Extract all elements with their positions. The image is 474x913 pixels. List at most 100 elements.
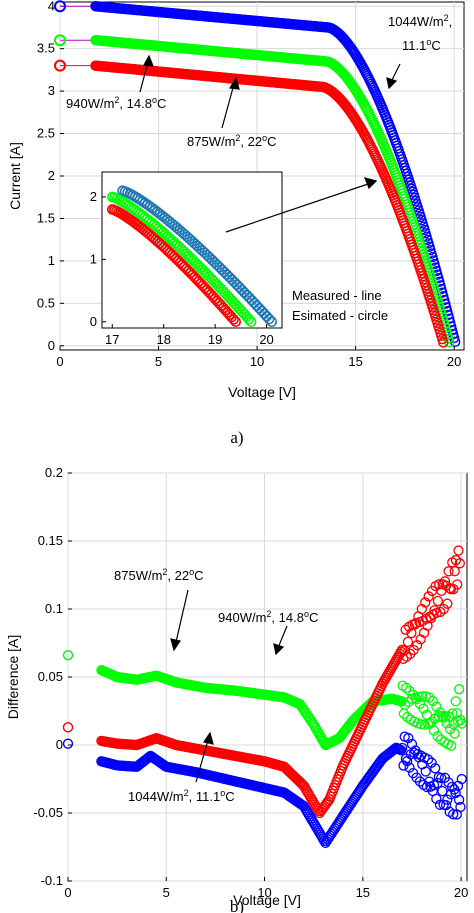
a-series-2-start-point <box>54 59 66 72</box>
inset-xtick-label: 20 <box>259 332 273 347</box>
arrow-875 <box>221 83 235 129</box>
b-series-1-point <box>452 579 463 590</box>
b-series-1-point <box>453 545 464 556</box>
annotation-940-unit: C <box>157 96 166 111</box>
b-series-0-point <box>432 731 443 742</box>
b-series-2-point <box>395 745 407 756</box>
chart-a: 0 5 10 15 20 0 0.5 1 1.5 2 2.5 3 3.5 4 17 18 19 20 0 1 2 Cu… <box>7 0 465 447</box>
b-series-0-point <box>456 718 467 729</box>
b-series-0-point <box>453 684 465 695</box>
chart-a-data <box>54 0 461 348</box>
chart-a-xlabel: Voltage [V] <box>228 384 296 400</box>
b-series-2-point <box>141 753 153 764</box>
b-series-0-point <box>428 725 440 736</box>
b-series-1-point <box>318 802 329 814</box>
inset-chart: 17 18 19 20 0 1 2 <box>90 171 283 347</box>
b-xtick-label: 10 <box>257 885 271 900</box>
b-series-0-point <box>438 712 449 723</box>
b-series-2-point <box>442 794 453 805</box>
annotation-b-940-sup: 2 <box>266 609 271 619</box>
b-series-0-point <box>447 708 458 719</box>
b-series-0-point <box>449 728 460 739</box>
annotation-1044-main: 1044W/m <box>388 14 444 29</box>
inset-data <box>106 185 278 328</box>
annotation-940-deg: o <box>152 95 157 105</box>
arrow-940-head <box>143 54 154 67</box>
annotation-940-mid: , 14.8 <box>119 96 152 111</box>
a-series-2-point <box>438 337 449 348</box>
b-series-1-point <box>416 603 427 615</box>
b-series-2-point <box>453 794 465 805</box>
annotation-b-875-main: 875W/m <box>114 568 162 583</box>
b-series-1-point <box>412 640 423 651</box>
b-series-1-point <box>402 636 414 647</box>
annotation-b-1044-sup: 2 <box>184 788 189 798</box>
b-series-0-point <box>401 682 412 694</box>
b-series-1-point <box>432 595 444 607</box>
b-series-0-point <box>436 710 448 722</box>
inset-xtick-label: 19 <box>208 332 222 347</box>
b-ytick-label: 0.05 <box>38 669 63 684</box>
annotation-1044-temp: 11.1 <box>402 38 426 53</box>
a-series-1-point <box>444 336 455 348</box>
b-ytick-label: 0.2 <box>45 465 63 480</box>
b-series-1-point <box>439 576 451 587</box>
chart-b-ylabel: Difference [A] <box>5 635 21 720</box>
b-series-0-point <box>441 718 452 729</box>
b-series-2-outlier <box>62 738 74 749</box>
arrow-b-940-head <box>273 643 285 656</box>
a-ytick-label: 1.5 <box>37 210 55 225</box>
b-series-2-point <box>426 757 437 768</box>
a-series-1-start-point <box>54 34 66 47</box>
arrow-inset-head <box>363 177 378 190</box>
annotation-940: 940W/m2, 14.8oC <box>66 95 166 111</box>
b-series-1-point <box>420 597 431 608</box>
b-series-1-point <box>319 801 330 812</box>
inset-plot-area <box>101 171 283 329</box>
a-xtick-label: 5 <box>155 354 162 369</box>
b-series-2-point <box>422 754 434 765</box>
annotation-b-1044-deg: o <box>220 788 225 798</box>
a-series-0-start-point <box>54 0 66 13</box>
a-ytick-label: 0.5 <box>37 295 55 310</box>
annotation-875-unit: C <box>267 134 276 149</box>
annotation-b-875-mid: , 22 <box>167 568 189 583</box>
chart-b: 0 5 10 15 20 -0.1 -0.05 0 0.05 0.1 0.15 0.2 Differe… <box>5 465 468 913</box>
arrow-b-1044-head <box>203 731 214 745</box>
b-series-0-outlier <box>62 650 74 661</box>
annotation-1044-comma: , <box>449 14 453 29</box>
b-series-0-point <box>424 692 435 703</box>
annotation-b-1044-main: 1044W/m <box>128 789 184 804</box>
chart-b-ticks: 0 5 10 15 20 -0.1 -0.05 0 0.05 0.1 0.15 0.2 <box>33 465 468 900</box>
annotation-b-1044-unit: C <box>225 789 234 804</box>
a-ytick-label: 2 <box>48 168 55 183</box>
arrow-1044 <box>390 63 401 83</box>
annotation-875-deg: o <box>262 133 267 143</box>
annotation-940-main: 940W/m <box>66 96 114 111</box>
annotation-1044-sup: 2 <box>444 13 449 23</box>
annotation-b-940-main: 940W/m <box>218 610 266 625</box>
annotation-b-940: 940W/m2, 14.8oC <box>218 609 318 625</box>
b-series-0-point <box>446 740 457 751</box>
b-series-0-point <box>417 691 428 702</box>
annotation-940-sup: 2 <box>114 95 119 105</box>
b-series-2-point <box>434 799 446 810</box>
a-ytick-label: 3.5 <box>37 41 55 56</box>
chart-b-arrows <box>170 589 288 783</box>
b-series-1-point <box>433 579 445 590</box>
b-series-2-point <box>455 801 466 813</box>
b-series-0-point <box>450 696 461 707</box>
arrow-940 <box>139 61 149 93</box>
b-series-0-point <box>399 699 411 711</box>
b-series-0-point <box>426 716 437 727</box>
caption-b: b) <box>230 897 244 913</box>
b-series-2-point <box>404 762 415 773</box>
inset-ytick-label: 0 <box>90 314 97 329</box>
arrow-inset <box>225 183 369 233</box>
b-series-0-point <box>413 691 424 703</box>
inset-series-2-point <box>228 314 239 325</box>
inset-ticks: 17 18 19 20 0 1 2 <box>90 189 274 347</box>
b-series-0-point <box>440 711 451 722</box>
b-series-1-point <box>449 566 460 577</box>
